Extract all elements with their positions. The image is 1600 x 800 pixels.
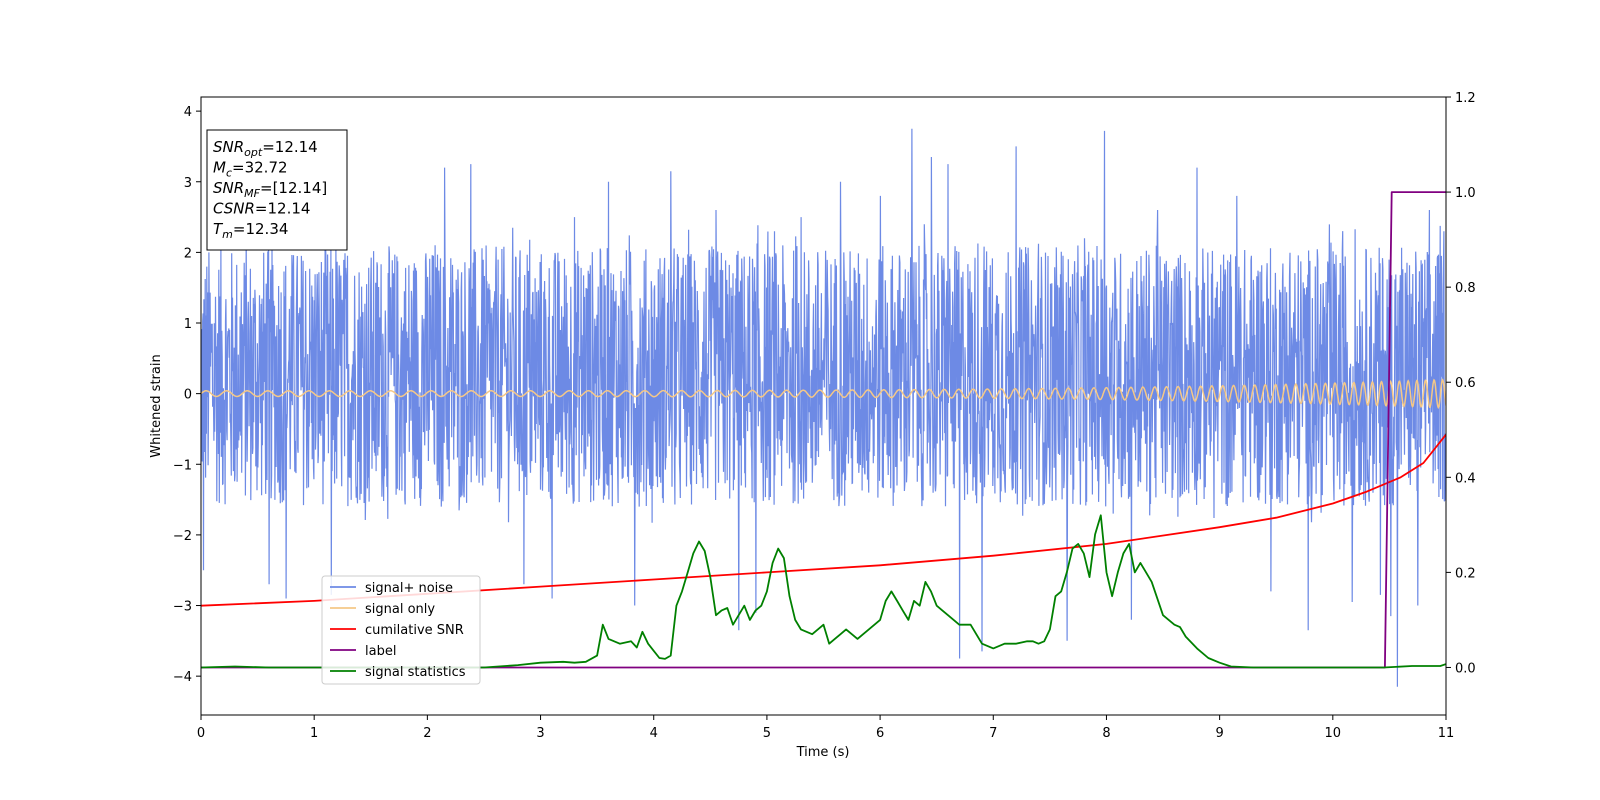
y-axis-label: Whitened strain [149,354,164,457]
y-tick-label: 3 [184,176,192,191]
x-tick-label: 3 [536,726,544,741]
x-tick-label: 2 [423,726,431,741]
annotation-value: =12.14 [262,138,318,156]
annotation-symbol: CSNR [213,200,255,218]
annotation-line: CSNR=12.14 [213,200,310,218]
annotation-frame [206,129,348,251]
annotation-symbol: SNR [213,179,244,197]
plot-frame [200,96,1447,716]
y2-tick-label: 0.0 [1455,661,1476,676]
series-line-signal-noise [201,128,1446,687]
annotation-line: Mc=32.72 [213,159,288,180]
x-tick-label: 7 [989,726,997,741]
legend-label: signal+ noise [365,581,453,596]
y-tick-label: −1 [173,458,192,473]
annotation-subscript: opt [244,146,263,159]
annotation-line: SNRopt=12.14 [213,138,318,159]
x-tick-label: 8 [1102,726,1110,741]
legend-label: cumilative SNR [365,623,464,638]
x-tick-label: 4 [650,726,658,741]
y2-tick-label: 0.6 [1455,376,1476,391]
series-line-label [201,191,1446,669]
annotation-box: SNRopt=12.14Mc=32.72SNRMF=[12.14]CSNR=12… [206,129,348,251]
annotation-value: =[12.14] [260,179,327,197]
x-tick-label: 10 [1325,726,1342,741]
x-tick-label: 6 [876,726,884,741]
y-tick-label: 2 [184,246,192,261]
y2-tick-label: 0.8 [1455,281,1476,296]
x-tick-label: 5 [763,726,771,741]
y2-tick-label: 1.2 [1455,91,1476,106]
legend-label: label [365,644,396,659]
annotation-value: =12.34 [233,220,289,238]
annotation-value: =32.72 [232,159,288,177]
annotation-subscript: c [226,167,232,180]
y-axis-left: −4 −3 −2 −1 0 1 2 3 4 [173,105,201,685]
y2-tick-label: 1.0 [1455,186,1476,201]
series-layer [201,128,1446,687]
annotation-line: Tm=12.34 [213,220,288,241]
y-tick-label: 4 [184,105,192,120]
y2-tick-label: 0.4 [1455,471,1476,486]
y-tick-label: −3 [173,600,192,615]
legend: signal+ noise signal only cumilative SNR la… [321,575,481,685]
legend-label: signal statistics [365,665,466,680]
x-tick-label: 0 [197,726,205,741]
annotation-symbol: SNR [213,138,244,156]
legend-label: signal only [365,602,435,617]
y2-tick-label: 0.2 [1455,566,1476,581]
x-tick-label: 1 [310,726,318,741]
y-tick-label: 0 [184,388,192,403]
x-axis: 0 1 2 3 4 5 6 7 8 9 10 11 [197,715,1454,741]
annotation-symbol: T [213,220,224,238]
x-tick-label: 11 [1438,726,1455,741]
x-axis-label: Time (s) [796,745,850,760]
annotation-symbol: M [213,159,226,177]
series-line-signal-statistics [201,514,1446,669]
annotation-subscript: m [222,228,233,241]
series-line-signal-only [201,378,1446,410]
y-tick-label: 1 [184,317,192,332]
annotation-value: =12.14 [255,200,311,218]
series-line-cumilative-snr [201,433,1446,607]
y-tick-label: −2 [173,529,192,544]
y-tick-label: −4 [173,670,192,685]
legend-frame [321,575,481,685]
annotation-line: SNRMF=[12.14] [213,179,327,200]
annotation-subscript: MF [244,187,260,200]
x-tick-label: 9 [1215,726,1223,741]
y-axis-right: 0.0 0.2 0.4 0.6 0.8 1.0 1.2 [1446,91,1476,676]
